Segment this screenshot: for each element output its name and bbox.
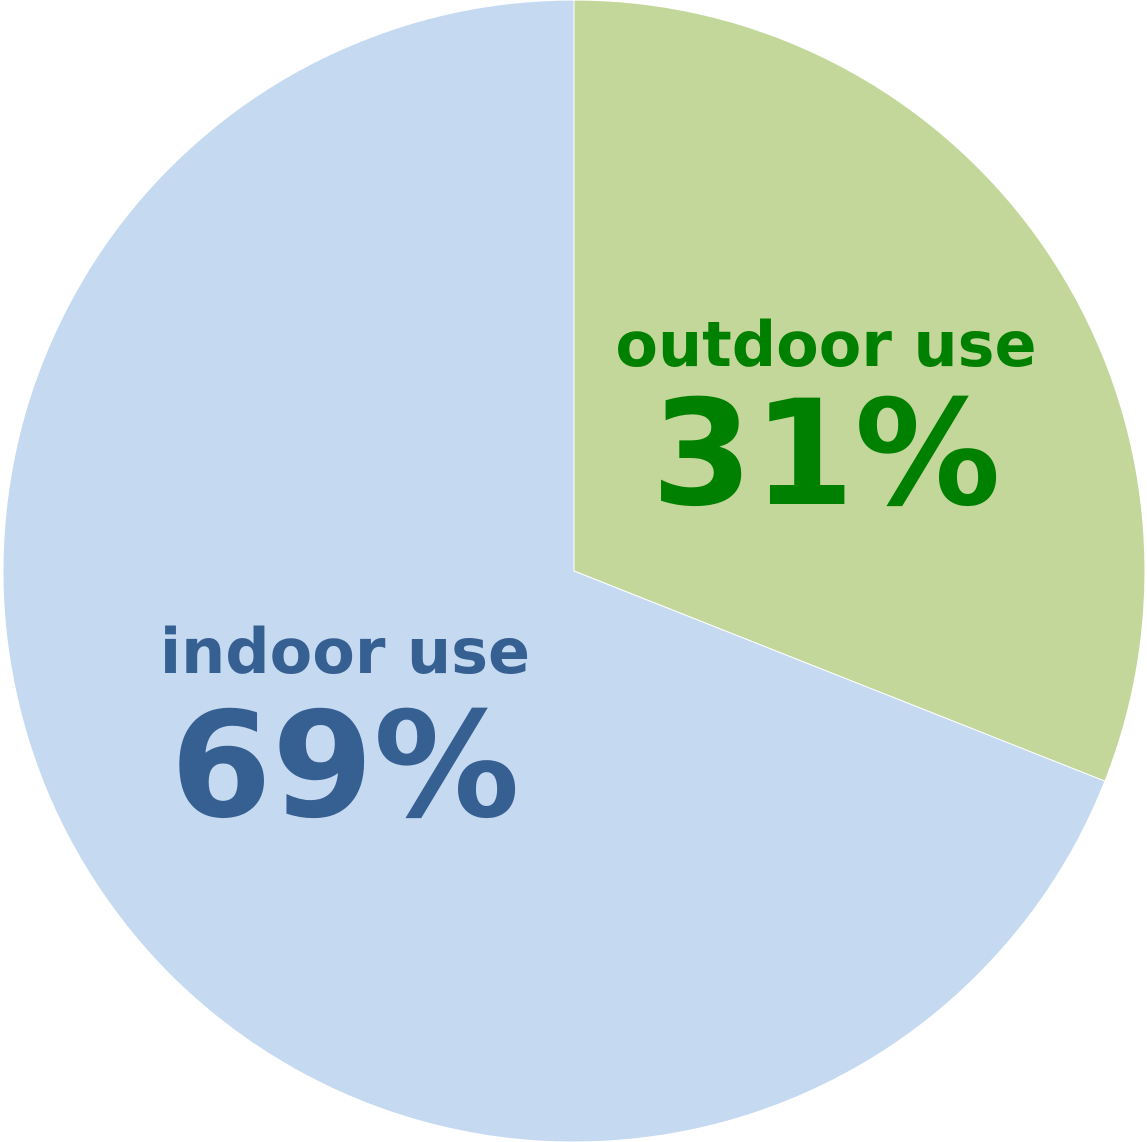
- slice-label-outdoor-use: outdoor use: [615, 308, 1036, 381]
- slice-value-outdoor-use: 31%: [651, 369, 1000, 539]
- pie-slice-outdoor-use: [573, 0, 1146, 782]
- slice-label-indoor-use: indoor use: [160, 615, 530, 688]
- slice-value-indoor-use: 69%: [170, 681, 519, 851]
- pie-slice-indoor-use: [2, 0, 1106, 1142]
- pie-labels: outdoor use 31% indoor use 69%: [160, 308, 1037, 851]
